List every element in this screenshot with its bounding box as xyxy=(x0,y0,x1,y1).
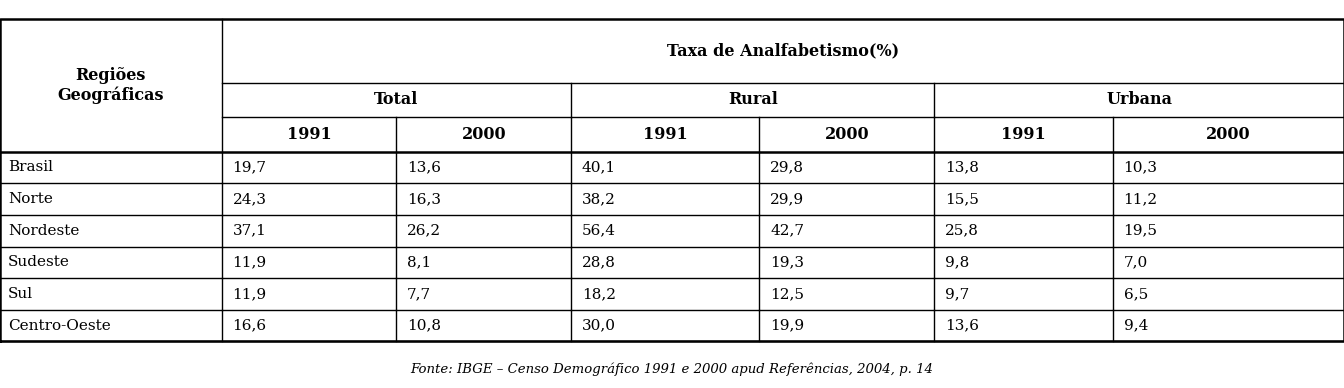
Text: 9,8: 9,8 xyxy=(945,255,969,269)
Text: 19,7: 19,7 xyxy=(233,161,266,175)
Text: 2000: 2000 xyxy=(824,126,870,143)
Text: 1991: 1991 xyxy=(1001,126,1046,143)
Text: 18,2: 18,2 xyxy=(582,287,616,301)
Text: 11,9: 11,9 xyxy=(233,287,266,301)
Text: 11,9: 11,9 xyxy=(233,255,266,269)
Text: 56,4: 56,4 xyxy=(582,224,616,238)
Text: 15,5: 15,5 xyxy=(945,192,978,206)
Text: 38,2: 38,2 xyxy=(582,192,616,206)
Text: 42,7: 42,7 xyxy=(770,224,804,238)
Text: 25,8: 25,8 xyxy=(945,224,978,238)
Text: Urbana: Urbana xyxy=(1106,92,1172,108)
Text: 30,0: 30,0 xyxy=(582,319,616,333)
Text: 24,3: 24,3 xyxy=(233,192,266,206)
Text: Norte: Norte xyxy=(8,192,52,206)
Text: 11,2: 11,2 xyxy=(1124,192,1157,206)
Text: 19,3: 19,3 xyxy=(770,255,804,269)
Text: 10,3: 10,3 xyxy=(1124,161,1157,175)
Text: 8,1: 8,1 xyxy=(407,255,431,269)
Text: 10,8: 10,8 xyxy=(407,319,441,333)
Text: 19,5: 19,5 xyxy=(1124,224,1157,238)
Text: Fonte: IBGE – Censo Demográfico 1991 e 2000 apud Referências, 2004, p. 14: Fonte: IBGE – Censo Demográfico 1991 e 2… xyxy=(410,363,934,376)
Text: 37,1: 37,1 xyxy=(233,224,266,238)
Text: 13,6: 13,6 xyxy=(945,319,978,333)
Text: 2000: 2000 xyxy=(461,126,507,143)
Text: 40,1: 40,1 xyxy=(582,161,616,175)
Text: Brasil: Brasil xyxy=(8,161,52,175)
Text: 1991: 1991 xyxy=(286,126,332,143)
Text: 19,9: 19,9 xyxy=(770,319,804,333)
Text: Centro-Oeste: Centro-Oeste xyxy=(8,319,110,333)
Text: 6,5: 6,5 xyxy=(1124,287,1148,301)
Text: 16,6: 16,6 xyxy=(233,319,266,333)
Text: 1991: 1991 xyxy=(642,126,688,143)
Text: Sul: Sul xyxy=(8,287,34,301)
Text: 29,9: 29,9 xyxy=(770,192,804,206)
Text: Sudeste: Sudeste xyxy=(8,255,70,269)
Text: Rural: Rural xyxy=(727,92,778,108)
Text: 28,8: 28,8 xyxy=(582,255,616,269)
Text: 2000: 2000 xyxy=(1206,126,1251,143)
Text: Total: Total xyxy=(375,92,418,108)
Text: 26,2: 26,2 xyxy=(407,224,441,238)
Text: 9,4: 9,4 xyxy=(1124,319,1148,333)
Text: 29,8: 29,8 xyxy=(770,161,804,175)
Text: 12,5: 12,5 xyxy=(770,287,804,301)
Text: Regiões
Geográficas: Regiões Geográficas xyxy=(58,67,164,104)
Text: 9,7: 9,7 xyxy=(945,287,969,301)
Text: 13,6: 13,6 xyxy=(407,161,441,175)
Text: Taxa de Analfabetismo(%): Taxa de Analfabetismo(%) xyxy=(667,43,899,59)
Text: 7,0: 7,0 xyxy=(1124,255,1148,269)
Text: Nordeste: Nordeste xyxy=(8,224,79,238)
Text: 7,7: 7,7 xyxy=(407,287,431,301)
Text: 13,8: 13,8 xyxy=(945,161,978,175)
Text: 16,3: 16,3 xyxy=(407,192,441,206)
